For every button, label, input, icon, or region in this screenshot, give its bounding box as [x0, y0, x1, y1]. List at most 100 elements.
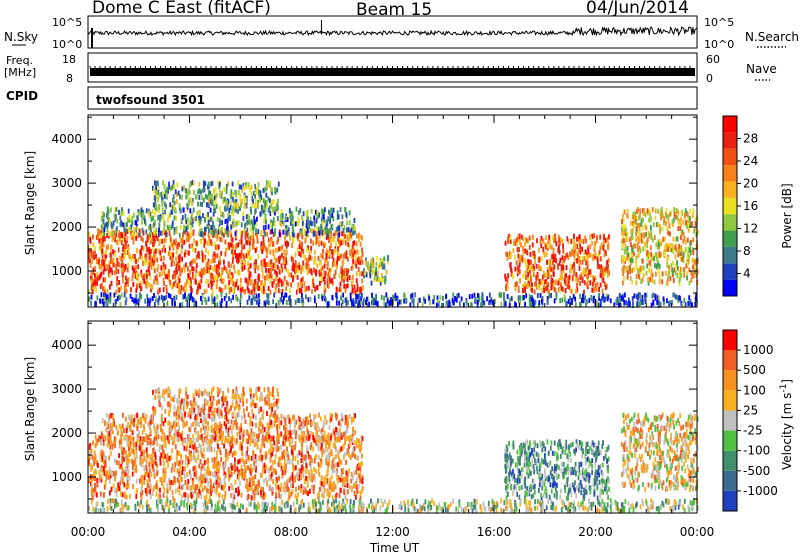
power-cell: [213, 251, 216, 257]
power-cell: [592, 255, 595, 261]
velocity-cell: [183, 445, 186, 451]
power-cell: [168, 225, 171, 231]
power-cell: [395, 296, 398, 302]
power-cell: [686, 261, 689, 267]
velocity-cell: [164, 453, 166, 459]
power-cell: [161, 230, 163, 236]
velocity-cell: [91, 495, 94, 501]
power-cell: [569, 295, 572, 301]
power-cell: [562, 248, 565, 254]
velocity-cell: [298, 450, 301, 456]
power-cell: [149, 297, 152, 303]
power-cell: [359, 296, 362, 302]
power-cell: [248, 264, 251, 270]
power-cell: [554, 238, 557, 244]
power-cell: [124, 222, 126, 228]
power-cell: [141, 227, 144, 233]
power-cell: [639, 208, 641, 214]
velocity-cell: [178, 471, 181, 477]
power-cell: [147, 262, 150, 268]
power-cell: [142, 246, 145, 252]
power-cell: [264, 206, 267, 212]
power-cell: [607, 245, 610, 251]
power-cell: [683, 272, 686, 278]
power-cell: [696, 269, 699, 275]
power-cell: [153, 279, 155, 285]
power-cell: [208, 193, 211, 199]
power-cell: [687, 246, 690, 252]
power-cell: [257, 281, 259, 287]
power-cell: [88, 244, 91, 250]
power-cell: [89, 262, 92, 268]
power-cell: [365, 296, 368, 302]
power-cell: [213, 225, 215, 231]
power-cell: [199, 229, 201, 235]
power-cell: [155, 233, 157, 239]
power-cell: [153, 241, 155, 247]
power-cell: [456, 293, 458, 299]
power-cell: [239, 283, 242, 289]
power-cell: [639, 293, 641, 299]
velocity-cell: [323, 476, 326, 482]
power-cell: [579, 281, 581, 286]
power-cell: [281, 219, 284, 225]
power-cell: [344, 240, 347, 246]
power-cell: [142, 260, 145, 266]
power-cell: [627, 214, 629, 220]
power-cell: [524, 286, 526, 292]
power-cell: [692, 264, 694, 270]
velocity-cell: [237, 459, 239, 465]
power-cell: [672, 217, 675, 223]
power-cell: [190, 215, 193, 221]
power-cell: [357, 259, 360, 265]
power-cell: [290, 282, 292, 288]
power-cell: [131, 220, 134, 226]
power-cell: [662, 236, 665, 242]
power-cell: [288, 300, 291, 306]
power-cell: [287, 227, 290, 233]
power-cell: [371, 292, 373, 298]
power-cell: [306, 258, 308, 264]
velocity-cell: [286, 479, 289, 485]
power-cell: [371, 269, 374, 275]
velocity-cell: [275, 443, 277, 449]
y-tick-label: 1000: [51, 264, 82, 278]
power-cell: [414, 292, 417, 298]
power-cell: [519, 295, 522, 301]
power-cell: [375, 267, 377, 273]
power-cell: [111, 270, 114, 276]
power-cell: [100, 271, 103, 277]
power-cell: [223, 196, 226, 202]
power-cell: [636, 209, 638, 214]
power-cell: [297, 221, 299, 226]
power-cell: [210, 194, 213, 200]
power-cell: [290, 211, 293, 217]
power-cell: [445, 300, 448, 306]
velocity-cell: [357, 455, 360, 461]
power-cell: [268, 243, 270, 249]
power-cell: [212, 280, 215, 286]
power-cell: [149, 249, 152, 254]
power-cell: [603, 297, 605, 303]
power-cell: [95, 301, 97, 307]
velocity-cell: [361, 486, 364, 491]
power-cell: [692, 258, 694, 264]
power-cell: [305, 231, 308, 237]
power-cell: [292, 228, 295, 234]
power-cell: [183, 264, 185, 270]
power-cell: [359, 256, 361, 262]
velocity-cell: [351, 475, 354, 481]
power-cell: [143, 273, 145, 279]
power-cell: [637, 239, 640, 245]
velocity-cell: [92, 456, 95, 462]
power-cell: [539, 292, 542, 298]
power-cell: [657, 245, 659, 251]
power-cell: [311, 221, 313, 227]
power-cell: [637, 247, 639, 253]
velocity-cell: [110, 486, 113, 492]
power-cell: [329, 227, 331, 233]
power-cell: [622, 265, 625, 270]
velocity-cell: [343, 488, 346, 494]
power-cell: [220, 278, 223, 284]
